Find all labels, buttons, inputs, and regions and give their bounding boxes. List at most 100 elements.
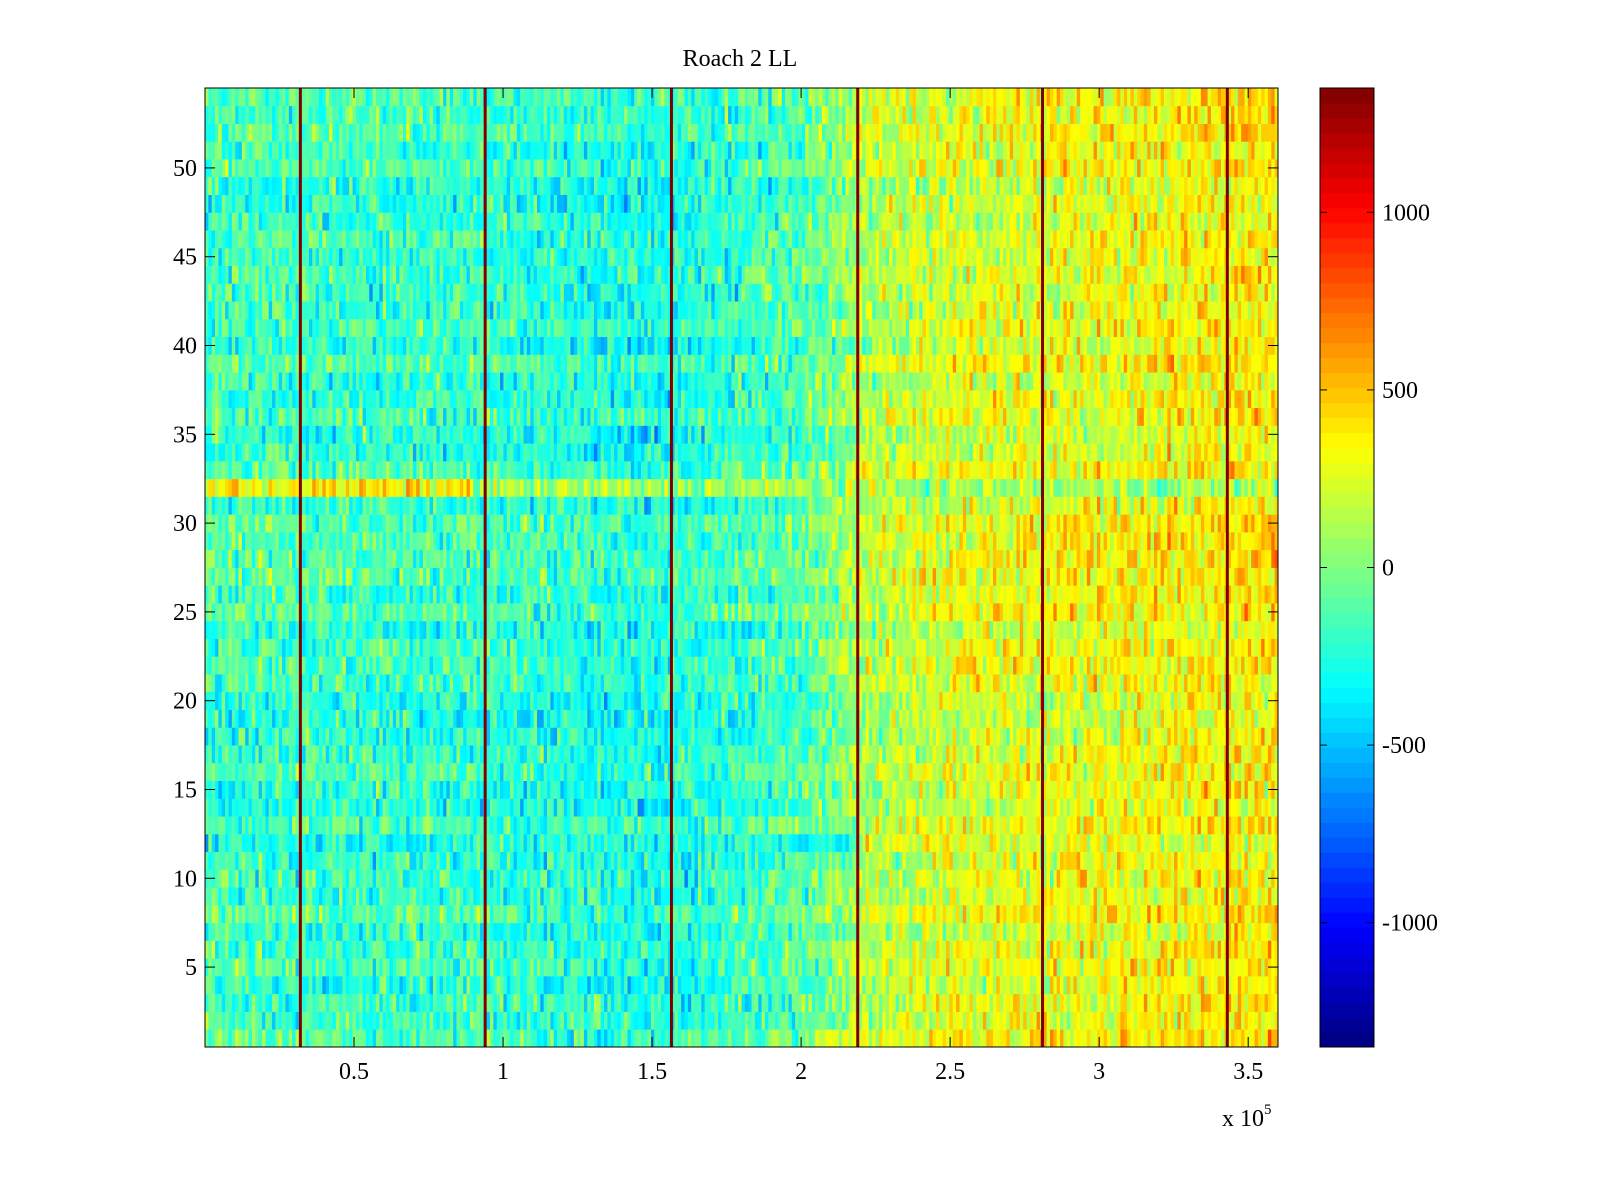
heatmap-cell	[456, 922, 461, 941]
heatmap-cell	[319, 798, 323, 817]
heatmap-cell	[1130, 1011, 1135, 1030]
heatmap-cell	[764, 887, 769, 906]
heatmap-cell	[691, 762, 695, 782]
heatmap-cell	[332, 1011, 337, 1030]
heatmap-cell	[597, 940, 602, 959]
heatmap-cell	[976, 816, 980, 835]
heatmap-cell	[919, 958, 923, 977]
heatmap-cell	[349, 762, 353, 782]
heatmap-cell	[319, 762, 323, 782]
heatmap-cell	[1271, 922, 1276, 941]
heatmap-cell	[734, 869, 739, 888]
heatmap-cell	[932, 780, 937, 799]
heatmap-cell	[808, 762, 813, 782]
heatmap-cell	[704, 851, 709, 870]
heatmap-cell	[1160, 958, 1165, 977]
heatmap-cell	[899, 1011, 903, 1030]
heatmap-cell	[1254, 940, 1259, 959]
heatmap-cell	[795, 869, 799, 888]
heatmap-cell	[1234, 993, 1239, 1012]
heatmap-cell	[469, 762, 474, 782]
heatmap-cell	[345, 993, 350, 1012]
heatmap-cell	[751, 869, 756, 888]
heatmap-cell	[1083, 922, 1088, 941]
heatmap-cell	[1086, 887, 1091, 906]
heatmap-cell	[637, 887, 642, 906]
heatmap-cell	[1056, 816, 1061, 835]
heatmap-cell	[972, 975, 977, 995]
heatmap-cell	[650, 816, 655, 835]
heatmap-cell	[513, 922, 518, 941]
heatmap-cell	[979, 922, 984, 941]
heatmap-cell	[412, 993, 417, 1012]
heatmap-cell	[811, 780, 816, 799]
heatmap-cell	[607, 922, 612, 941]
heatmap-cell	[459, 993, 464, 1012]
heatmap-cell	[818, 780, 823, 799]
heatmap-cell	[815, 1029, 820, 1048]
heatmap-cell	[801, 887, 806, 906]
heatmap-cell	[459, 798, 464, 817]
heatmap-cell	[842, 975, 846, 995]
heatmap-cell	[221, 922, 226, 941]
heatmap-cell	[409, 993, 414, 1012]
heatmap-cell	[929, 887, 934, 906]
heatmap-cell	[399, 780, 404, 799]
heatmap-cell	[1023, 922, 1027, 941]
heatmap-cell	[1127, 904, 1131, 924]
heatmap-cell	[610, 1011, 615, 1030]
heatmap-cell	[959, 904, 964, 924]
heatmap-cell	[536, 993, 541, 1012]
heatmap-cell	[1207, 1011, 1212, 1030]
heatmap-cell	[711, 833, 716, 853]
heatmap-cell	[1016, 1029, 1021, 1048]
heatmap-cell	[275, 762, 280, 782]
heatmap-cell	[536, 780, 541, 799]
heatmap-cell	[506, 816, 511, 835]
heatmap-cell	[386, 922, 390, 941]
heatmap-cell	[966, 975, 970, 995]
heatmap-cell	[644, 762, 649, 782]
heatmap-cell	[577, 958, 581, 977]
heatmap-cell	[996, 1011, 1001, 1030]
heatmap-cell	[828, 887, 833, 906]
heatmap-cell	[956, 993, 960, 1012]
heatmap-cell	[919, 833, 923, 853]
heatmap-cell	[1093, 1029, 1098, 1048]
heatmap-cell	[691, 922, 695, 941]
heatmap-cell	[292, 833, 296, 853]
heatmap-cell	[845, 993, 850, 1012]
heatmap-cell	[322, 958, 327, 977]
heatmap-cell	[1133, 780, 1138, 799]
heatmap-cell	[228, 1029, 233, 1048]
heatmap-cell	[1210, 975, 1215, 995]
heatmap-cell	[597, 780, 602, 799]
heatmap-cell	[429, 780, 434, 799]
heatmap-cell	[1053, 780, 1058, 799]
heatmap-cell	[962, 780, 967, 799]
heatmap-cell	[416, 958, 420, 977]
heatmap-cell	[909, 958, 913, 977]
heatmap-cell	[251, 940, 256, 959]
heatmap-cell	[821, 922, 826, 941]
heatmap-cell	[764, 975, 769, 995]
heatmap-cell	[547, 851, 551, 870]
heatmap-cell	[362, 780, 367, 799]
heatmap-cell	[376, 975, 380, 995]
heatmap-cell	[1190, 816, 1195, 835]
heatmap-cell	[872, 993, 877, 1012]
heatmap-cell	[272, 922, 276, 941]
heatmap-cell	[691, 1011, 695, 1030]
heatmap-cell	[1200, 887, 1205, 906]
heatmap-cell	[677, 780, 682, 799]
heatmap-cell	[282, 993, 286, 1012]
heatmap-cell	[1251, 922, 1255, 941]
heatmap-cell	[456, 1011, 461, 1030]
heatmap-cell	[275, 851, 280, 870]
heatmap-cell	[382, 922, 387, 941]
heatmap-cell	[526, 975, 531, 995]
heatmap-cell	[1070, 1011, 1074, 1030]
heatmap-cell	[1133, 1029, 1138, 1048]
heatmap-cell	[714, 762, 719, 782]
heatmap-cell	[811, 922, 816, 941]
